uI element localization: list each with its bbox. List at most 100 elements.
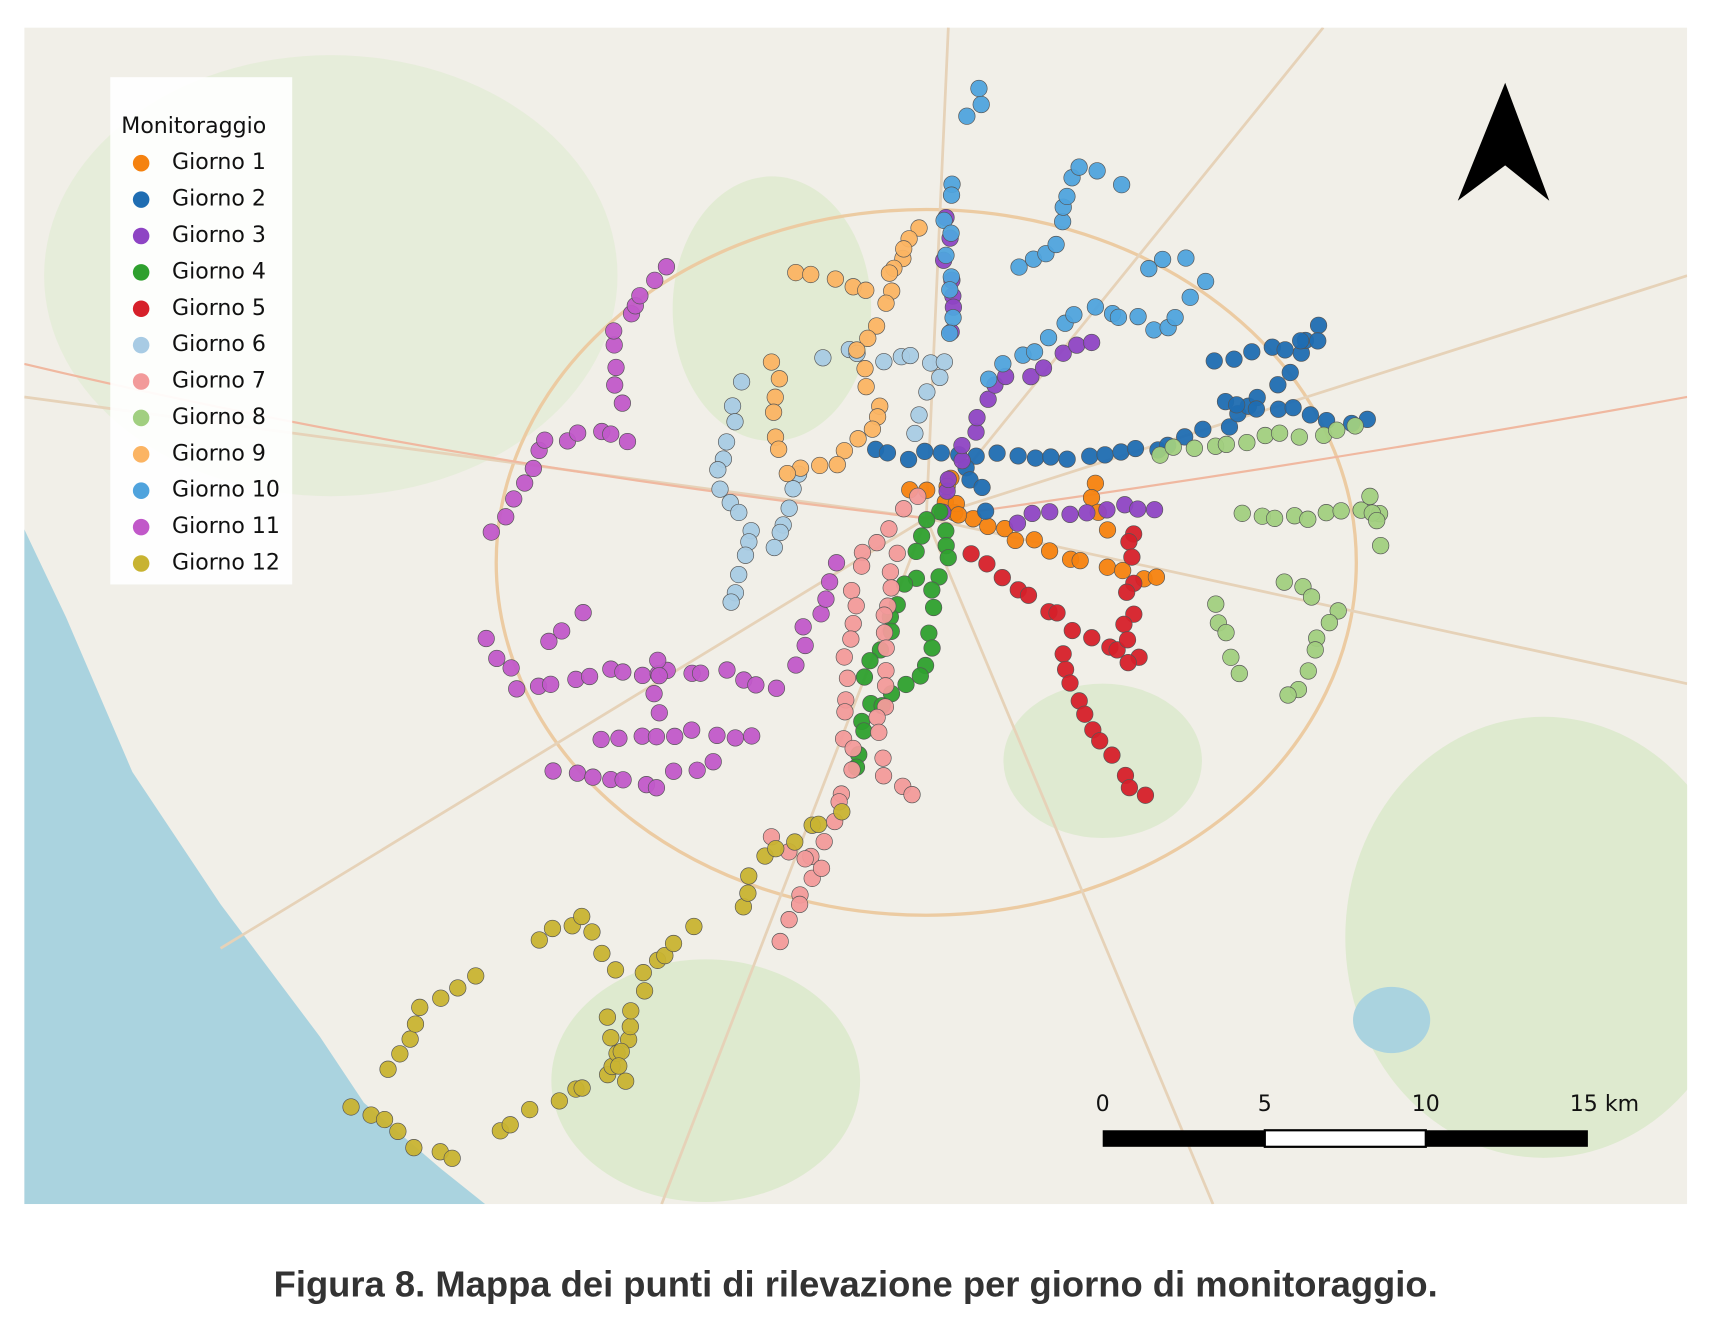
survey-point (939, 470, 957, 489)
legend-label: Giorno 9 (172, 441, 266, 466)
survey-point (1115, 615, 1133, 633)
survey-point (848, 341, 866, 359)
survey-point (683, 721, 701, 739)
north-arrow (1457, 82, 1550, 201)
survey-point (747, 676, 765, 694)
survey-point (1123, 548, 1141, 566)
survey-point (766, 388, 784, 406)
survey-point (1328, 421, 1346, 439)
survey-point (920, 624, 938, 642)
survey-point (953, 436, 971, 455)
survey-point (1039, 329, 1058, 347)
survey-point (979, 390, 997, 408)
survey-point (1368, 512, 1386, 530)
scale-label: 0 (1096, 1092, 1110, 1117)
survey-point (1243, 343, 1261, 361)
scale-label: 5 (1258, 1092, 1272, 1117)
survey-point (857, 378, 875, 396)
survey-point (1177, 249, 1195, 267)
survey-point (375, 1110, 394, 1129)
survey-point (844, 739, 862, 758)
survey-point (874, 749, 892, 767)
survey-point (1266, 509, 1284, 527)
survey-point (726, 729, 744, 747)
survey-point (1118, 631, 1137, 649)
survey-point (1068, 336, 1086, 354)
survey-point (1185, 439, 1203, 457)
survey-point (1082, 489, 1101, 507)
survey-point (614, 663, 632, 681)
survey-point (1238, 433, 1256, 452)
survey-point (1301, 406, 1319, 424)
survey-point (646, 271, 664, 289)
survey-point (1058, 450, 1076, 468)
survey-point (1145, 501, 1164, 519)
survey-point (924, 598, 943, 617)
survey-point (901, 346, 919, 365)
survey-point (688, 761, 706, 779)
survey-point (1026, 449, 1045, 467)
survey-point (664, 762, 683, 780)
survey-point (899, 450, 918, 469)
survey-point (849, 430, 867, 448)
survey-point (602, 425, 620, 443)
survey-point (1054, 213, 1072, 231)
survey-point (530, 931, 548, 949)
survey-point (932, 444, 950, 462)
survey-point (1247, 400, 1265, 418)
survey-point (1302, 588, 1321, 606)
survey-point (1194, 420, 1212, 438)
survey-point (505, 490, 523, 508)
survey-point (770, 370, 789, 388)
survey-point (584, 768, 602, 786)
survey-point (780, 499, 798, 517)
survey-point (656, 947, 674, 965)
survey-point (1113, 176, 1131, 194)
survey-point (868, 534, 886, 552)
legend-marker (132, 482, 150, 499)
survey-point (786, 833, 804, 851)
survey-point (1207, 595, 1225, 613)
survey-point (794, 618, 812, 636)
survey-point (1164, 438, 1182, 456)
legend-label: Giorno 10 (172, 478, 280, 503)
survey-point (880, 520, 898, 538)
survey-point (877, 662, 895, 680)
survey-point (449, 979, 467, 997)
survey-point (1076, 705, 1094, 723)
survey-point (730, 565, 748, 584)
survey-point (1041, 503, 1059, 521)
survey-point (918, 511, 936, 529)
survey-point (482, 523, 500, 541)
survey-point (978, 555, 996, 573)
legend-label: Giorno 3 (172, 223, 266, 248)
survey-point (391, 1045, 409, 1063)
survey-point (543, 919, 562, 938)
survey-point (1217, 435, 1235, 453)
survey-point (1270, 424, 1289, 442)
survey-point (1042, 448, 1060, 466)
scale-label: 15 km (1570, 1092, 1639, 1117)
legend-marker (132, 191, 150, 208)
survey-point (875, 353, 893, 371)
survey-point (949, 506, 968, 524)
survey-point (811, 456, 829, 475)
survey-point (770, 440, 788, 458)
survey-point (911, 667, 929, 685)
survey-point (828, 456, 846, 474)
survey-point (796, 636, 814, 655)
survey-point (958, 107, 976, 125)
survey-point (1269, 376, 1287, 394)
survey-point (863, 420, 881, 438)
survey-point (1086, 474, 1104, 492)
legend-label: Giorno 8 (172, 405, 266, 430)
survey-point (723, 397, 742, 415)
legend-marker (132, 336, 150, 354)
survey-point (1063, 621, 1081, 640)
survey-point (787, 656, 805, 674)
legend-label: Giorno 5 (172, 296, 266, 321)
survey-point (614, 771, 632, 789)
survey-point (1372, 537, 1390, 555)
survey-point (1299, 662, 1317, 680)
caption: Figura 8. Mappa dei punti di rilevazione… (274, 1263, 1438, 1304)
